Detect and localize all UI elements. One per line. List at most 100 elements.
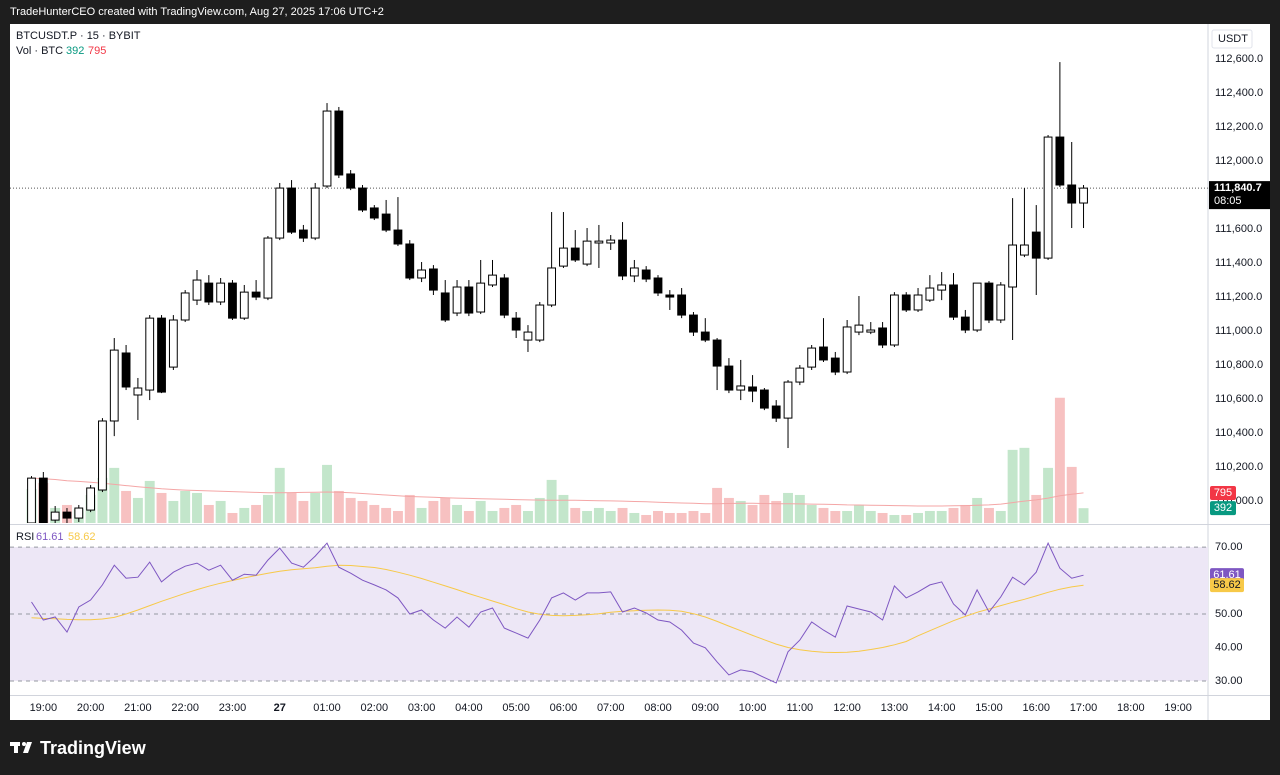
volume-bar — [889, 514, 900, 523]
candle-body — [819, 346, 828, 361]
candle-body — [984, 282, 994, 321]
volume-bar — [593, 507, 604, 523]
volume-bar — [286, 492, 297, 523]
volume-bar — [440, 497, 451, 523]
candle-body — [1067, 184, 1077, 204]
candle-body — [1031, 231, 1041, 259]
candle-body — [499, 277, 509, 316]
volume-bar — [546, 479, 557, 523]
y-tick-label: 112,600.0 — [1215, 53, 1263, 65]
volume-bar — [605, 510, 616, 523]
volume-bar — [1019, 447, 1030, 523]
candle-body — [842, 326, 852, 373]
candle-body — [570, 247, 580, 261]
volume-bar — [215, 500, 226, 523]
candle-body — [275, 187, 285, 239]
candle-body — [488, 274, 497, 286]
x-tick-label: 12:00 — [833, 702, 861, 714]
candle-body — [192, 279, 202, 301]
x-tick-label: 22:00 — [171, 702, 199, 714]
volume-bar — [132, 497, 143, 523]
x-tick-label: 17:00 — [1070, 702, 1098, 714]
volume-ma-legend-value: 795 — [88, 45, 106, 57]
volume-legend: Vol · BTC — [16, 45, 63, 57]
symbol-legend: BTCUSDT.P · 15 · BYBIT — [16, 30, 141, 42]
volume-bar — [109, 467, 120, 523]
x-tick-label: 04:00 — [455, 702, 483, 714]
candle-body — [771, 405, 781, 419]
candle-body — [1043, 136, 1053, 259]
candle-body — [251, 291, 261, 298]
volume-bar — [960, 504, 971, 523]
candle-body — [878, 327, 887, 346]
y-tick-label: 110,400.0 — [1215, 427, 1263, 439]
y-tick-label: 112,000.0 — [1215, 155, 1263, 167]
candle-body — [866, 329, 876, 333]
volume-bar — [794, 494, 805, 523]
x-tick-label: 02:00 — [361, 702, 389, 714]
candle-body — [960, 316, 970, 331]
rsi-tick-label: 50.00 — [1215, 608, 1243, 620]
y-tick-label: 110,600.0 — [1215, 393, 1263, 405]
volume-bar — [617, 507, 628, 523]
candle-body — [736, 385, 746, 391]
candle-body — [322, 110, 332, 187]
candle-body — [511, 317, 521, 331]
candle-body — [523, 331, 533, 341]
candle-body — [724, 365, 734, 391]
candle-body — [74, 507, 84, 519]
y-tick-label: 111,200.0 — [1215, 291, 1262, 303]
price-pane — [10, 62, 1208, 523]
candle-body — [121, 352, 131, 388]
volume-bar — [582, 510, 593, 523]
candle-body — [346, 173, 356, 189]
volume-bar — [688, 510, 699, 523]
volume-bar — [392, 510, 403, 523]
countdown-label: 08:05 — [1214, 195, 1242, 207]
candle-body — [712, 339, 722, 367]
candle-body — [547, 267, 557, 306]
candle-body — [429, 268, 438, 291]
x-tick-label: 07:00 — [597, 702, 625, 714]
candle-body — [417, 269, 426, 279]
candle-body — [38, 477, 48, 523]
volume-bar — [475, 500, 486, 523]
candle-body — [452, 286, 462, 314]
axis-unit-box — [1211, 29, 1253, 49]
volume-bar — [322, 464, 332, 523]
x-tick-label: 11:00 — [786, 702, 813, 714]
candle-body — [440, 292, 450, 321]
candle-body — [901, 294, 911, 311]
candle-body — [369, 207, 379, 219]
axes: 19:00 20:00 21:00 22:00 23:00 27 01:00 02:00 03:… — [30, 53, 1270, 714]
x-tick-label: 21:00 — [124, 702, 152, 714]
rsi-ma-line — [31, 564, 1084, 654]
volume-bar — [570, 507, 581, 523]
candle-body — [677, 294, 687, 316]
volume-bar — [416, 507, 427, 523]
volume-bar — [830, 510, 841, 523]
candle-body — [1020, 244, 1029, 256]
volume-axis-label: 392 — [1214, 502, 1232, 514]
rsi-ma-legend-value: 58.62 — [68, 531, 96, 543]
volume-bar — [1078, 508, 1089, 523]
y-tick-label: 111,400.0 — [1215, 257, 1262, 269]
volume-bar — [995, 510, 1006, 523]
x-tick-label: 14:00 — [928, 702, 956, 714]
rsi-line — [31, 541, 1084, 684]
volume-bar — [1031, 494, 1042, 523]
candle-body — [109, 349, 119, 422]
volume-bar — [913, 512, 924, 523]
volume-bar — [558, 494, 569, 523]
volume-bar — [463, 510, 474, 523]
volume-bar — [759, 494, 770, 523]
rsi-tick-label: 70.00 — [1215, 541, 1243, 553]
volume-bar — [664, 512, 675, 523]
volume-bar — [357, 500, 368, 523]
volume-bar — [806, 504, 817, 523]
volume-bar — [523, 510, 533, 523]
volume-bar — [901, 514, 912, 523]
volume-bar — [1054, 397, 1065, 523]
